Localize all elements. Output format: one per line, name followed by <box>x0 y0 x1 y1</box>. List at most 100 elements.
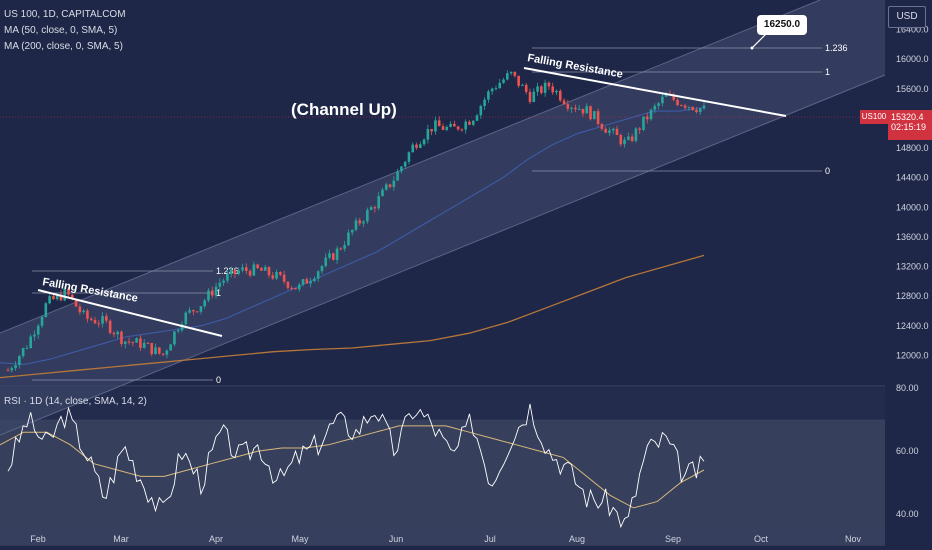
candle <box>241 263 244 273</box>
candle <box>373 205 377 213</box>
candle <box>377 191 380 211</box>
x-tick-label: Oct <box>754 534 769 544</box>
candle-body <box>574 107 577 110</box>
candle-body <box>555 90 558 93</box>
candle <box>305 277 309 284</box>
candle-body <box>611 128 615 131</box>
candle <box>574 104 577 113</box>
candle-body <box>135 338 138 343</box>
candle-body <box>460 129 464 131</box>
candle-body <box>593 111 596 120</box>
candle-body <box>40 316 44 326</box>
candle-body <box>241 267 244 271</box>
candle-body <box>369 207 373 210</box>
candle-body <box>377 196 380 209</box>
y-tick-label: 14800.0 <box>896 143 929 153</box>
candle <box>286 281 290 291</box>
candle <box>524 82 528 95</box>
candle <box>263 264 267 271</box>
candle <box>528 88 532 104</box>
candle <box>672 92 676 102</box>
legend-ma200[interactable]: MA (200, close, 0, SMA, 5) <box>4 41 123 52</box>
candle-body <box>366 209 369 222</box>
legend-rsi[interactable]: RSI · 1D (14, close, SMA, 14, 2) <box>4 396 147 407</box>
candle <box>347 229 350 247</box>
candle-body <box>150 343 154 355</box>
candle <box>354 217 358 232</box>
candle-body <box>184 312 188 325</box>
candle <box>86 308 89 323</box>
legend-symbol[interactable]: US 100, 1D, CAPITALCOM <box>4 9 126 20</box>
candle <box>320 264 324 275</box>
candle-body <box>71 294 74 300</box>
candle <box>453 120 456 127</box>
candle-body <box>229 269 233 275</box>
candle <box>608 127 611 136</box>
candle <box>169 343 172 351</box>
candle-body <box>142 342 146 348</box>
candle <box>226 270 229 284</box>
candle <box>445 125 449 132</box>
candle-body <box>63 288 67 301</box>
x-tick-label: Nov <box>845 534 862 544</box>
currency-button[interactable]: USD <box>888 6 926 28</box>
candle <box>173 330 176 347</box>
candle-body <box>532 91 536 102</box>
candle <box>536 82 539 96</box>
candle <box>176 328 180 334</box>
candle <box>105 313 108 324</box>
y-tick-label: 12800.0 <box>896 291 929 301</box>
candle-body <box>437 120 441 127</box>
candle-body <box>101 316 104 324</box>
candle-body <box>638 128 641 130</box>
target-callout[interactable]: 16250.0 <box>757 15 807 35</box>
candle-body <box>82 310 85 313</box>
candle-body <box>180 324 184 331</box>
candle-body <box>445 126 449 130</box>
candle-body <box>396 171 399 181</box>
candle-body <box>218 282 222 287</box>
candle <box>282 270 286 285</box>
candle-body <box>634 128 638 141</box>
candle <box>487 89 490 103</box>
candle-body <box>245 267 248 271</box>
candle <box>653 103 657 114</box>
candle <box>101 311 104 328</box>
candle-body <box>252 264 256 276</box>
legend-ma50[interactable]: MA (50, close, 0, SMA, 5) <box>4 25 118 36</box>
y-tick-label: 12400.0 <box>896 321 929 331</box>
candle-body <box>169 344 172 351</box>
candle <box>78 303 82 315</box>
candle <box>184 311 188 329</box>
candle <box>135 337 138 343</box>
candle <box>468 120 471 126</box>
candle-body <box>362 221 365 224</box>
candle <box>218 278 222 291</box>
candle-body <box>44 303 48 317</box>
candle-body <box>123 341 127 345</box>
candle-body <box>642 116 645 130</box>
y-tick-label: 15600.0 <box>896 84 929 94</box>
channel-label[interactable]: (Channel Up) <box>291 100 397 119</box>
candle-body <box>524 84 528 92</box>
candle-body <box>237 270 241 274</box>
candle <box>396 168 399 181</box>
candle <box>411 142 415 153</box>
candle-body <box>279 272 282 275</box>
candle-body <box>192 310 195 312</box>
candle-body <box>199 306 203 312</box>
candle <box>400 165 403 174</box>
candle-body <box>248 270 252 276</box>
candle <box>645 112 649 124</box>
candle <box>691 106 694 111</box>
candle-body <box>415 144 418 148</box>
fib2-level-label: 1 <box>825 67 830 77</box>
candle-body <box>48 296 51 304</box>
candle-body <box>260 268 263 271</box>
candle-body <box>6 370 10 372</box>
candle <box>127 337 131 345</box>
candle-body <box>528 91 532 102</box>
candle-body <box>173 331 176 345</box>
candle <box>426 124 430 144</box>
